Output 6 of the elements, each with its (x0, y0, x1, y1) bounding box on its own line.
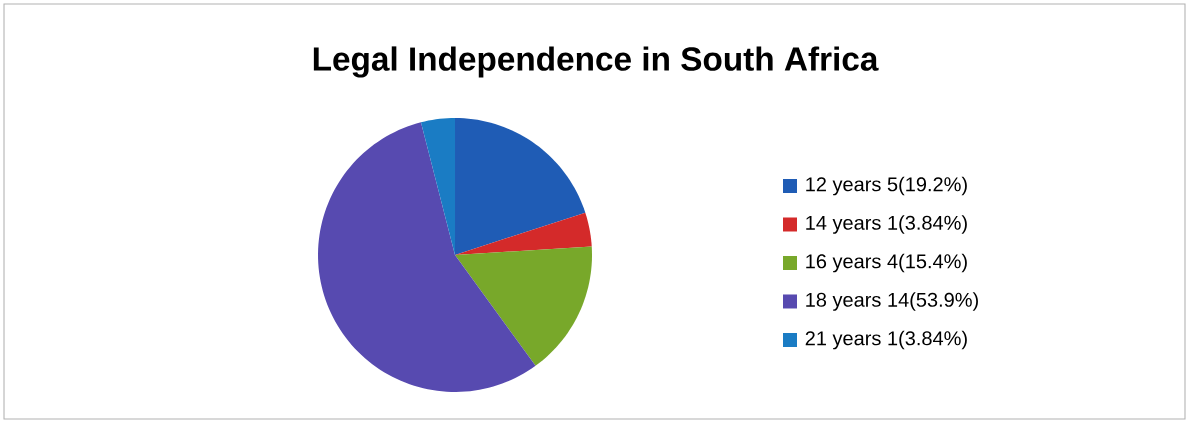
legend-label: 12 years 5(19.2%) (806, 176, 967, 196)
legend-label: 18 years 14(53.9%) (806, 292, 978, 311)
legend-label: 14 years 1(3.84%) (806, 215, 967, 234)
legend-label: 21 years 1(3.84%) (805, 330, 967, 350)
chart-title: Legal Independence in South Africa (313, 46, 879, 78)
legend-label: 16 years 4(15.4%) (806, 253, 967, 273)
